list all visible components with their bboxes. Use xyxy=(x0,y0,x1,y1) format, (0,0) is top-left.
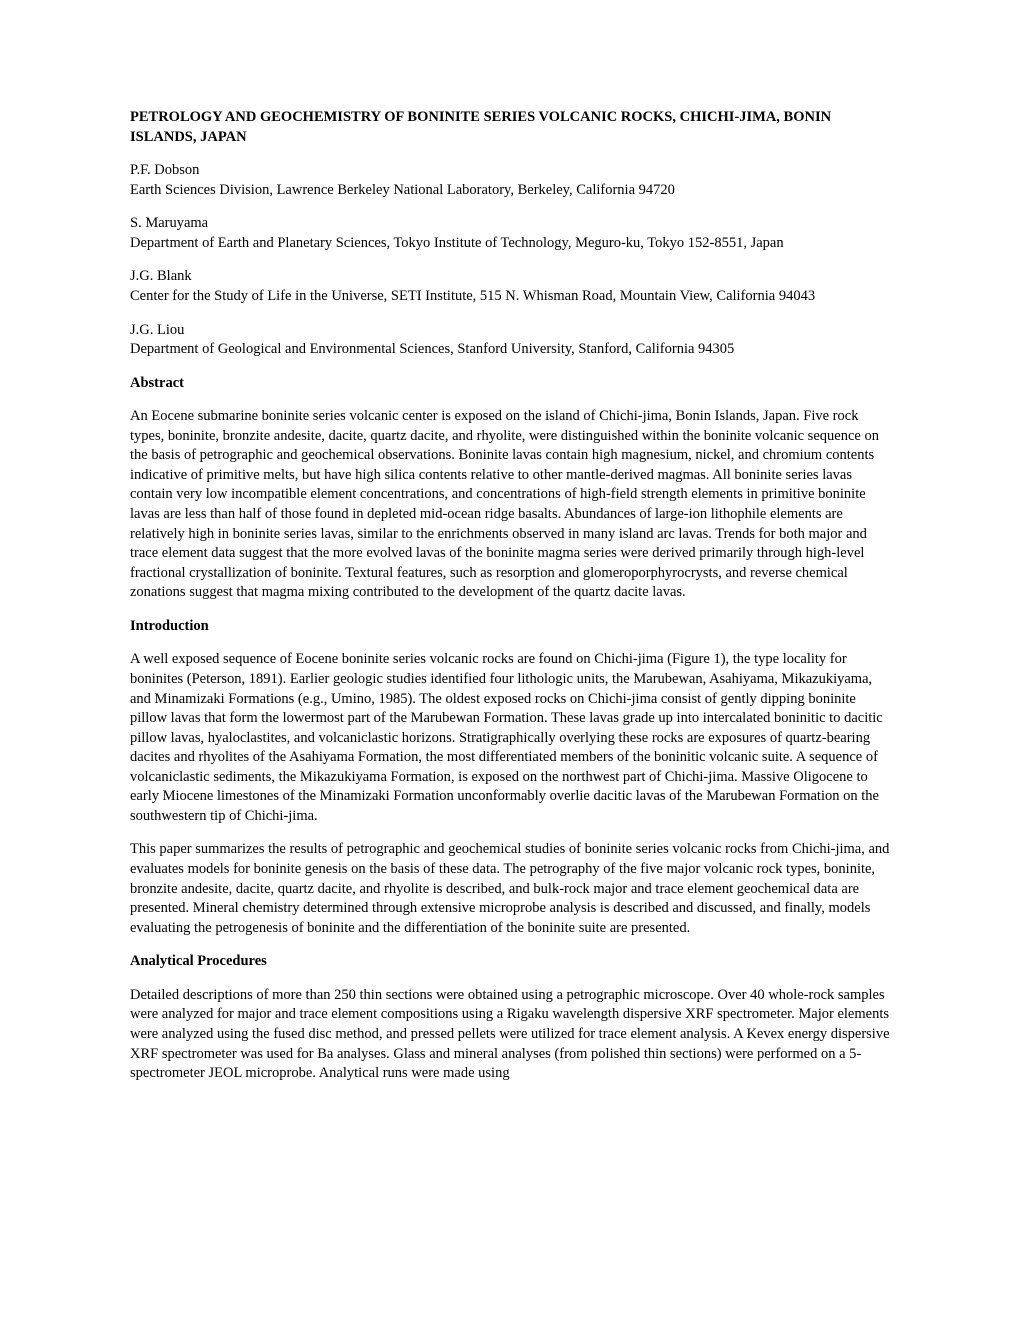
author-block-3: J.G. Blank Center for the Study of Life … xyxy=(130,267,890,306)
heading-introduction: Introduction xyxy=(130,617,890,637)
author-affiliation: Center for the Study of Life in the Univ… xyxy=(130,287,890,307)
author-block-1: P.F. Dobson Earth Sciences Division, Law… xyxy=(130,161,890,200)
heading-abstract: Abstract xyxy=(130,374,890,394)
abstract-paragraph: An Eocene submarine boninite series volc… xyxy=(130,407,890,603)
heading-analytical-procedures: Analytical Procedures xyxy=(130,952,890,972)
author-name: J.G. Blank xyxy=(130,267,890,287)
introduction-paragraph-1: A well exposed sequence of Eocene bonini… xyxy=(130,650,890,826)
author-affiliation: Earth Sciences Division, Lawrence Berkel… xyxy=(130,181,890,201)
introduction-paragraph-2: This paper summarizes the results of pet… xyxy=(130,840,890,938)
author-name: J.G. Liou xyxy=(130,321,890,341)
author-affiliation: Department of Geological and Environment… xyxy=(130,340,890,360)
author-block-2: S. Maruyama Department of Earth and Plan… xyxy=(130,214,890,253)
author-name: P.F. Dobson xyxy=(130,161,890,181)
paper-title: PETROLOGY AND GEOCHEMISTRY OF BONINITE S… xyxy=(130,108,890,147)
author-affiliation: Department of Earth and Planetary Scienc… xyxy=(130,234,890,254)
author-name: S. Maruyama xyxy=(130,214,890,234)
author-block-4: J.G. Liou Department of Geological and E… xyxy=(130,321,890,360)
analytical-paragraph: Detailed descriptions of more than 250 t… xyxy=(130,986,890,1084)
